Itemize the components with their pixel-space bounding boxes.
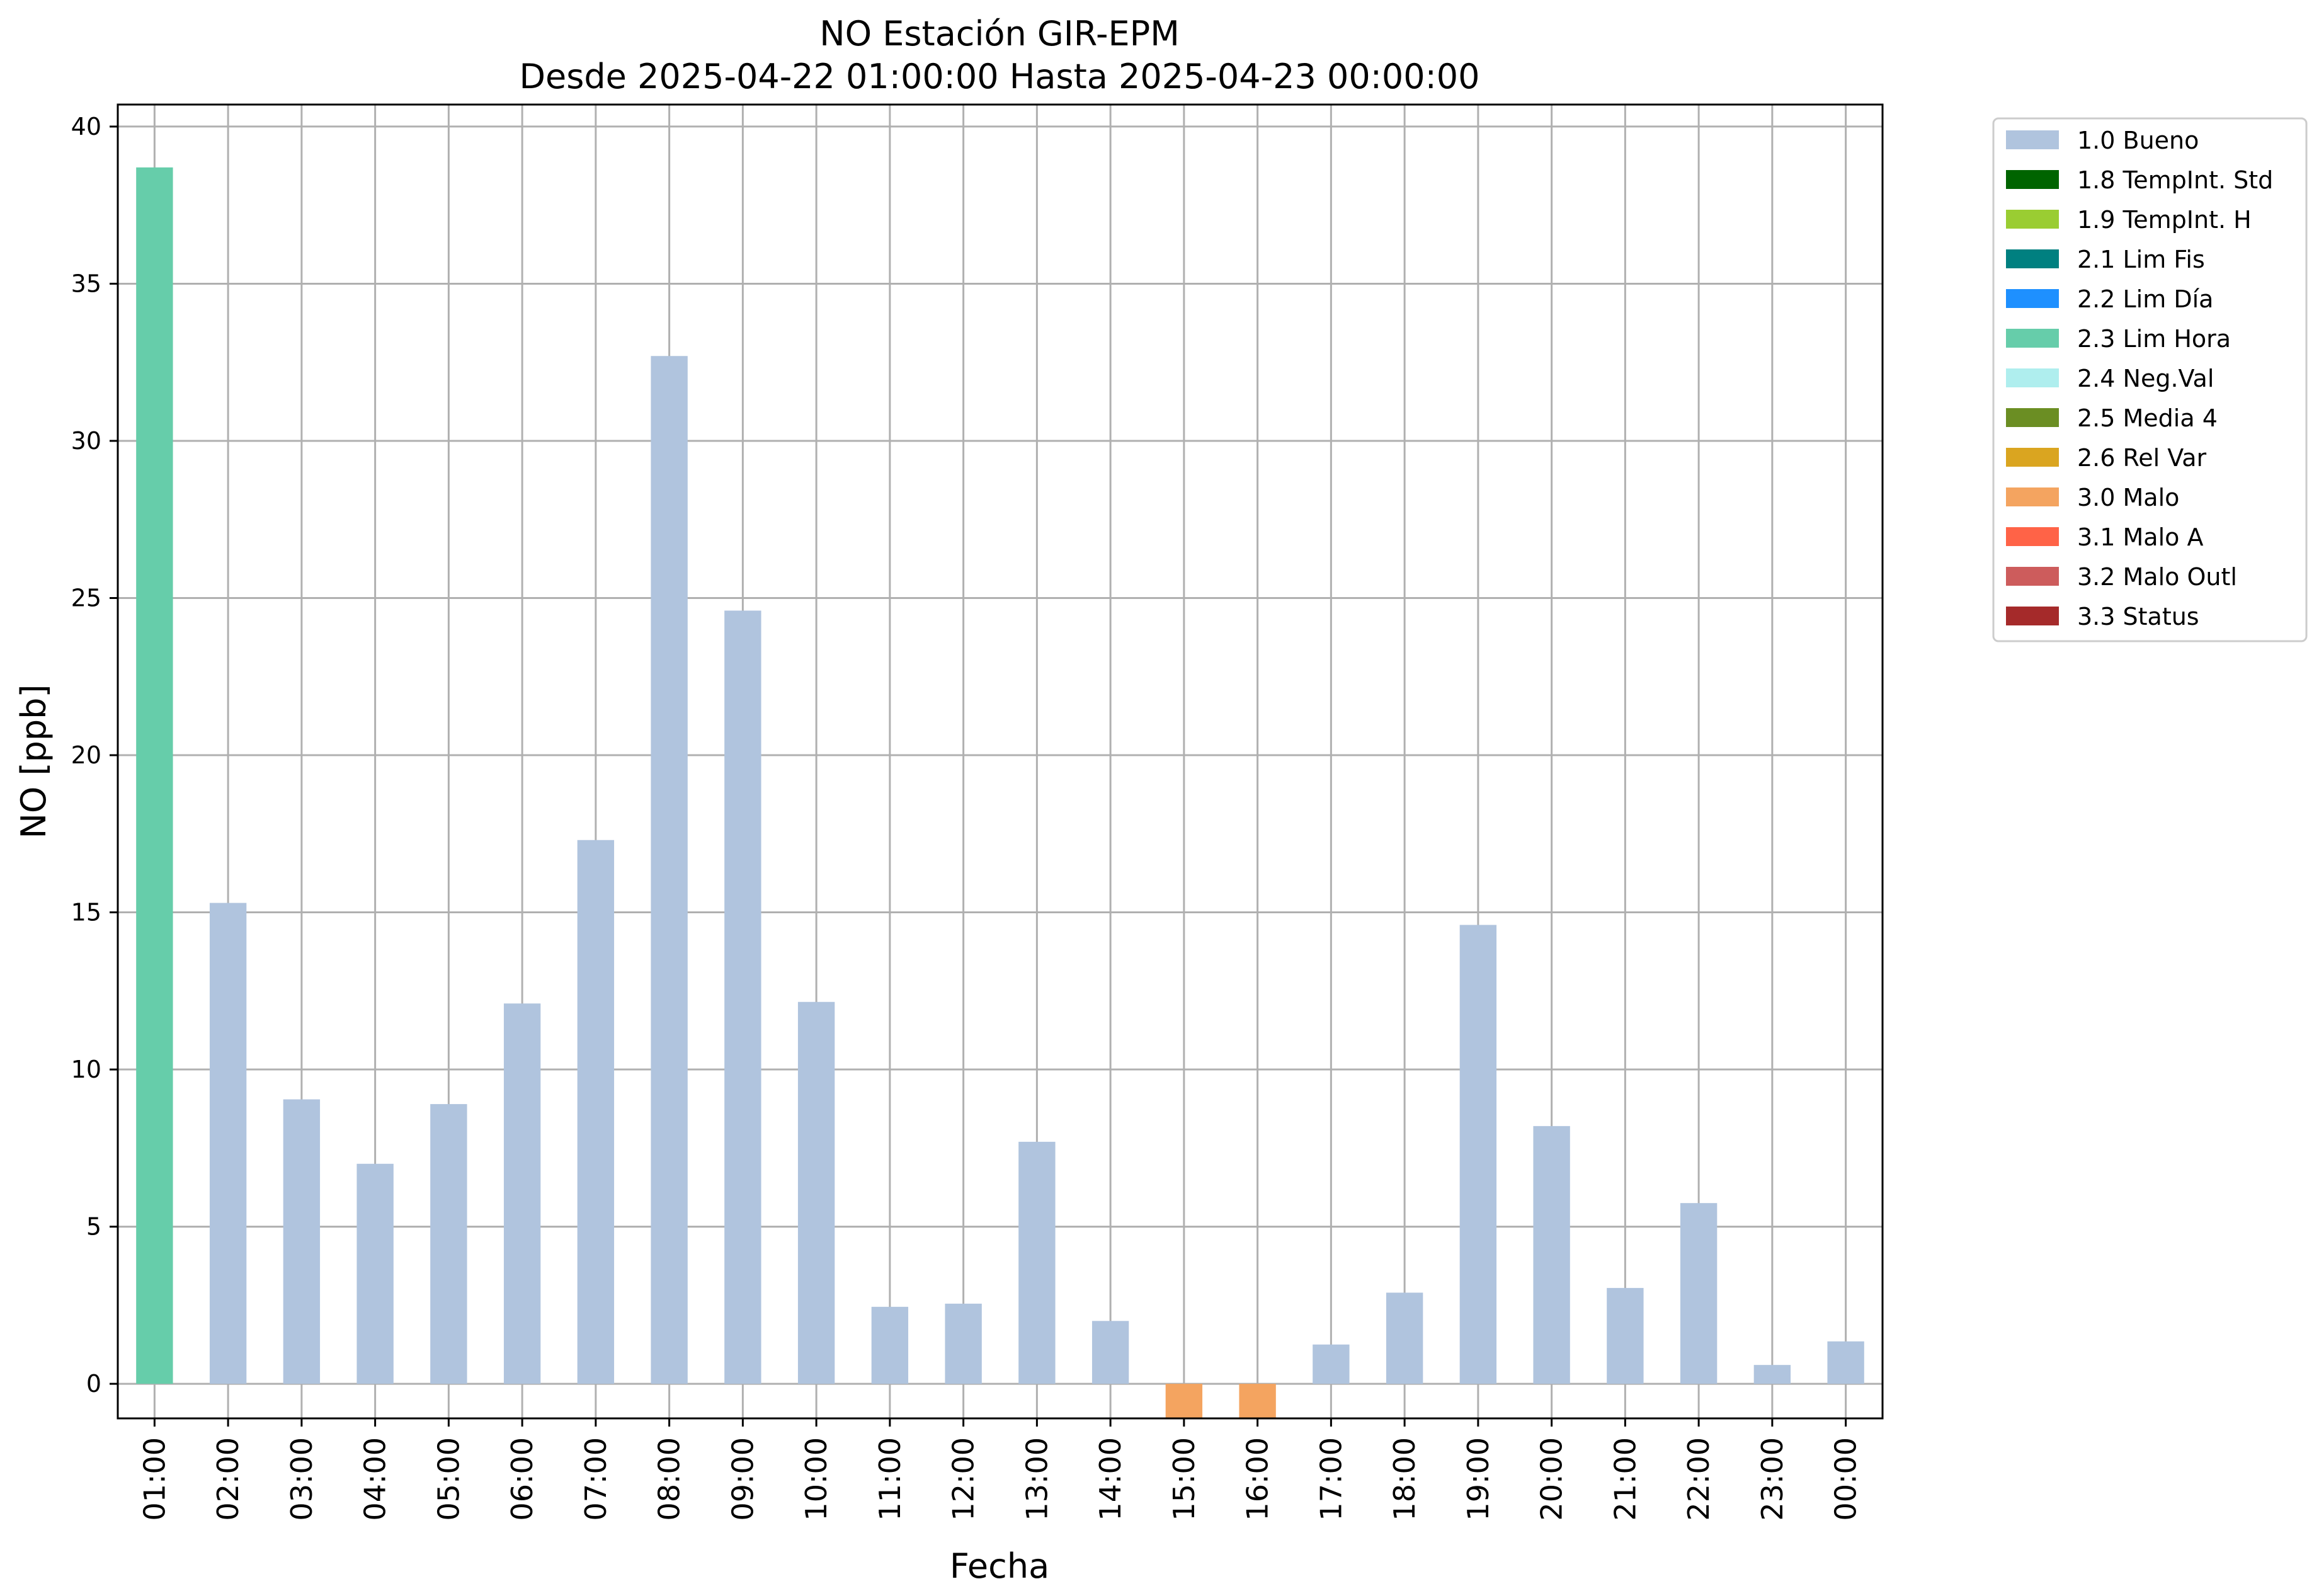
legend-swatch [2006,527,2059,546]
legend-swatch [2006,448,2059,467]
legend-frame [1992,117,2308,642]
y-axis-label: NO [ppb] [14,684,54,838]
legend-label: 1.9 TempInt. H [2077,206,2252,234]
legend-label: 2.4 Neg.Val [2077,365,2214,392]
bar-19:00 [1459,925,1497,1384]
x-tick-label: 05:00 [431,1437,465,1521]
y-tick-label: 0 [86,1370,101,1398]
x-tick-label: 16:00 [1241,1437,1275,1521]
chart-subtitle: Desde 2025-04-22 01:00:00 Hasta 2025-04-… [519,57,1479,96]
bar-13:00 [1018,1141,1056,1384]
x-tick-label: 06:00 [505,1437,539,1521]
x-tick-label: 03:00 [285,1437,319,1521]
legend-label: 2.2 Lim Día [2077,285,2213,313]
legend-label: 2.1 Lim Fis [2077,246,2205,273]
plot-frame [117,103,1884,1420]
bar-14:00 [1091,1321,1129,1384]
x-tick-label: 02:00 [211,1437,245,1521]
x-tick-label: 21:00 [1608,1437,1642,1521]
legend-swatch [2006,289,2059,308]
y-tick-label: 35 [71,270,101,297]
x-tick-label: 09:00 [726,1437,760,1521]
x-tick-label: 23:00 [1755,1437,1789,1521]
x-tick-label: 20:00 [1535,1437,1569,1521]
bar-23:00 [1753,1365,1791,1384]
legend-swatch [2006,607,2059,625]
x-tick-label: 13:00 [1020,1437,1054,1521]
legend-label: 3.1 Malo A [2077,523,2203,551]
x-tick-label: 19:00 [1461,1437,1495,1521]
legend-swatch [2006,170,2059,189]
legend-label: 1.8 TempInt. Std [2077,166,2273,194]
bar-15:00 [1165,1384,1203,1418]
y-tick-label: 30 [71,427,101,455]
legend: 1.0 Bueno 1.8 TempInt. Std 1.9 TempInt. H 2… [1992,117,2308,642]
bar-08:00 [651,356,688,1384]
legend-swatch [2006,329,2059,348]
bar-06:00 [503,1003,541,1384]
bar-12:00 [945,1303,982,1384]
legend-label: 2.6 Rel Var [2077,444,2207,472]
legend-label: 3.2 Malo Outl [2077,563,2237,591]
x-tick-label: 15:00 [1167,1437,1201,1521]
x-axis-ticks: 01:00 02:00 03:00 04:00 05:00 06:00 07:00 08:00… [137,1418,1863,1521]
x-tick-label: 10:00 [799,1437,833,1521]
legend-swatch [2006,487,2059,506]
x-axis-label: Fecha [950,1546,1049,1586]
bar-05:00 [430,1103,467,1384]
legend-swatch [2006,210,2059,229]
legend-swatch [2006,130,2059,149]
x-tick-label: 00:00 [1829,1437,1863,1521]
y-tick-label: 20 [71,741,101,769]
bars [136,167,1864,1418]
bar-03:00 [283,1099,321,1384]
x-tick-label: 07:00 [579,1437,613,1521]
legend-swatch [2006,249,2059,268]
bar-01:00 [136,167,173,1384]
bar-09:00 [724,610,761,1384]
bar-07:00 [577,840,615,1384]
y-tick-label: 25 [71,584,101,612]
bar-20:00 [1533,1126,1570,1384]
bar-22:00 [1680,1203,1718,1384]
legend-label: 1.0 Bueno [2077,127,2199,154]
bar-11:00 [871,1306,909,1384]
x-tick-label: 22:00 [1682,1437,1716,1521]
bar-17:00 [1313,1344,1350,1384]
x-tick-label: 18:00 [1387,1437,1422,1521]
y-tick-label: 10 [71,1056,101,1083]
legend-label: 3.3 Status [2077,603,2199,630]
x-tick-label: 12:00 [947,1437,981,1521]
bar-16:00 [1239,1384,1276,1418]
x-tick-label: 14:00 [1093,1437,1127,1521]
x-tick-label: 11:00 [873,1437,907,1521]
bar-18:00 [1386,1292,1423,1384]
x-tick-label: 04:00 [358,1437,392,1521]
legend-swatch [2006,567,2059,586]
bar-02:00 [209,903,247,1384]
legend-label: 2.3 Lim Hora [2077,325,2231,353]
legend-swatch [2006,408,2059,427]
y-tick-label: 15 [71,899,101,926]
bar-04:00 [356,1163,394,1384]
x-tick-label: 01:00 [137,1437,171,1521]
bar-21:00 [1607,1287,1644,1384]
x-tick-label: 17:00 [1314,1437,1348,1521]
y-tick-label: 40 [71,113,101,140]
x-tick-label: 08:00 [652,1437,687,1521]
y-axis-ticks: 0 5 10 15 20 25 30 35 40 [71,113,118,1398]
bar-00:00 [1827,1341,1864,1384]
chart-title: NO Estación GIR-EPM [819,14,1180,54]
y-tick-label: 5 [86,1213,101,1241]
legend-label: 2.5 Media 4 [2077,404,2218,432]
legend-swatch [2006,368,2059,387]
bar-10:00 [797,1001,835,1384]
legend-label: 3.0 Malo [2077,484,2179,511]
